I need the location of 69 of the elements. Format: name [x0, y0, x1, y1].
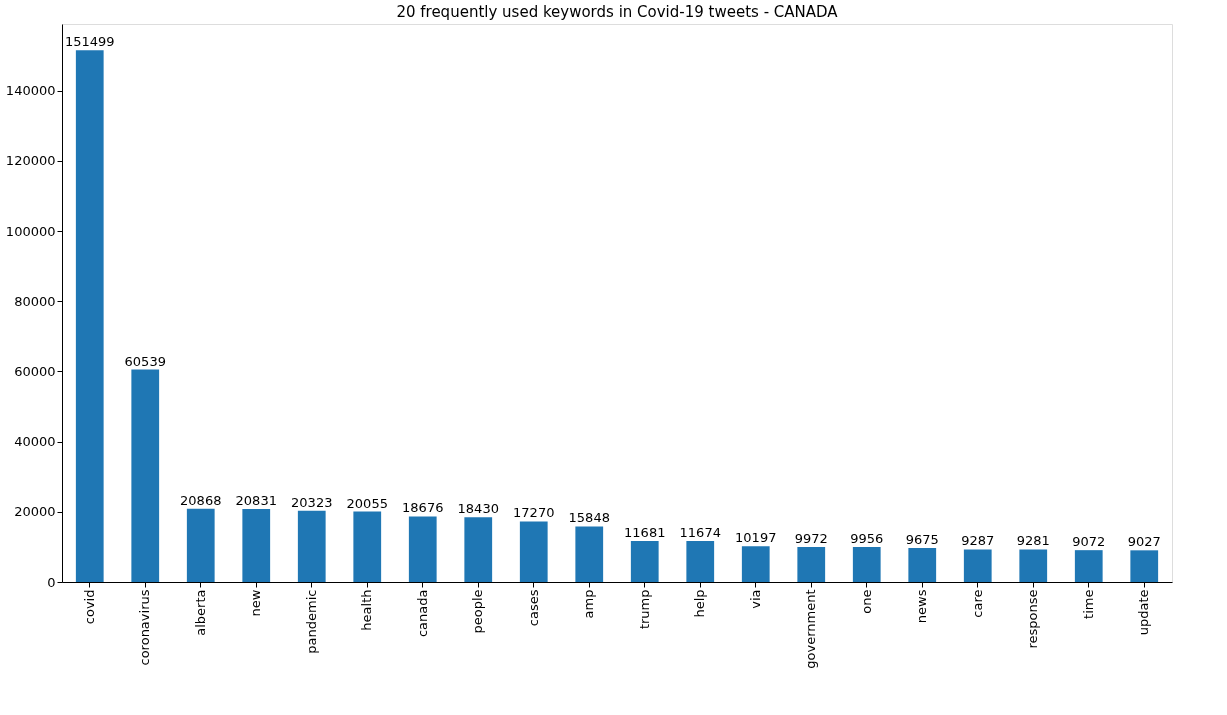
data-label: 151499	[64, 34, 115, 50]
y-tick-label: 140000	[5, 83, 56, 99]
x-tick-label: cases	[525, 589, 541, 627]
bar	[852, 547, 881, 582]
data-label: 10197	[735, 530, 777, 546]
y-tick-label: 60000	[14, 363, 56, 379]
y-tick-label: 40000	[14, 434, 56, 450]
data-label: 9027	[1127, 534, 1161, 550]
bar	[1130, 550, 1159, 582]
bar	[75, 50, 104, 582]
bar	[1074, 550, 1103, 582]
data-label: 20868	[180, 492, 222, 508]
bar	[963, 549, 992, 582]
y-tick-label: 80000	[14, 293, 56, 309]
bar	[519, 521, 548, 582]
data-label: 11681	[624, 525, 666, 541]
data-label: 9956	[850, 531, 884, 547]
x-tick-label: coronavirus	[137, 589, 153, 666]
data-label: 9675	[905, 532, 939, 548]
bar	[1019, 549, 1048, 582]
bar	[186, 508, 215, 582]
x-tick-label: via	[747, 589, 763, 609]
x-tick-label: people	[470, 589, 486, 634]
bar	[575, 526, 604, 582]
bar	[741, 546, 770, 582]
data-label: 11674	[679, 525, 721, 541]
x-tick-label: time	[1080, 589, 1096, 619]
data-label: 17270	[513, 505, 555, 521]
data-label: 20831	[235, 492, 277, 508]
x-tick-label: canada	[414, 589, 430, 638]
bar	[131, 369, 160, 582]
bar	[464, 517, 493, 582]
bar	[797, 547, 826, 582]
x-tick-label: care	[969, 589, 985, 618]
bar	[297, 510, 326, 582]
y-tick-label: 100000	[5, 223, 56, 239]
data-label: 18676	[402, 500, 444, 516]
x-tick-label: trump	[636, 589, 652, 630]
data-label: 9281	[1016, 533, 1050, 549]
x-tick-label: government	[803, 589, 819, 669]
data-label: 60539	[124, 353, 166, 369]
x-tick-label: amp	[581, 589, 597, 619]
data-label: 9287	[961, 533, 995, 549]
data-label: 20323	[291, 494, 333, 510]
bar	[242, 508, 271, 582]
y-tick-label: 120000	[5, 153, 56, 169]
data-label: 9072	[1072, 534, 1106, 550]
chart-title: 20 frequently used keywords in Covid-19 tweets - CANADA	[396, 3, 839, 21]
y-tick-label: 20000	[14, 504, 56, 520]
bar	[908, 548, 937, 582]
bar	[630, 541, 659, 582]
x-tick-label: covid	[81, 589, 97, 625]
x-tick-label: health	[359, 589, 375, 631]
bar	[353, 511, 382, 582]
data-label: 18430	[457, 501, 499, 517]
y-tick-label: 0	[47, 574, 56, 590]
x-tick-label: response	[1025, 589, 1041, 649]
x-tick-label: alberta	[192, 589, 208, 636]
x-tick-label: news	[914, 589, 930, 624]
bar	[686, 541, 715, 582]
data-label: 9972	[794, 531, 828, 546]
bar	[408, 516, 437, 582]
x-tick-label: new	[248, 589, 264, 617]
data-label: 20055	[346, 495, 388, 511]
data-label: 15848	[568, 510, 610, 526]
x-tick-label: pandemic	[303, 589, 319, 654]
x-tick-label: update	[1136, 589, 1152, 636]
x-tick-label: help	[692, 589, 708, 618]
x-tick-label: one	[858, 589, 874, 614]
